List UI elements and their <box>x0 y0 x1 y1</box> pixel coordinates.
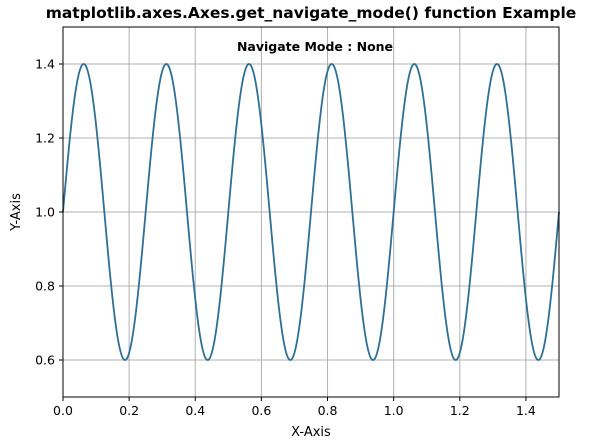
series-line <box>62 63 560 361</box>
x-tick-label: 1.4 <box>516 403 536 418</box>
chart-title: matplotlib.axes.Axes.get_navigate_mode()… <box>46 4 577 22</box>
navigate-mode-annotation: Navigate Mode : None <box>237 39 393 54</box>
y-tick-label: 1.0 <box>35 205 55 220</box>
y-tick-label: 1.2 <box>35 131 55 146</box>
x-tick-label: 1.0 <box>384 403 404 418</box>
y-tick-label: 0.6 <box>35 353 55 368</box>
x-tick-label: 0.2 <box>119 403 139 418</box>
plot-area <box>62 63 560 361</box>
x-tick-label: 0.6 <box>251 403 271 418</box>
x-tick-label: 0.4 <box>185 403 205 418</box>
x-axis-ticks: 0.0 0.2 0.4 0.6 0.8 1.0 1.2 1.4 <box>53 397 536 418</box>
y-tick-label: 1.4 <box>35 57 55 72</box>
x-axis-label: X-Axis <box>291 425 331 440</box>
x-tick-label: 1.2 <box>450 403 470 418</box>
x-tick-label: 0.0 <box>53 403 73 418</box>
y-tick-label: 0.8 <box>35 279 55 294</box>
y-axis-ticks: 0.6 0.8 1.0 1.2 1.4 <box>35 57 63 368</box>
y-axis-label: Y-Axis <box>9 193 24 232</box>
x-tick-label: 0.8 <box>318 403 338 418</box>
